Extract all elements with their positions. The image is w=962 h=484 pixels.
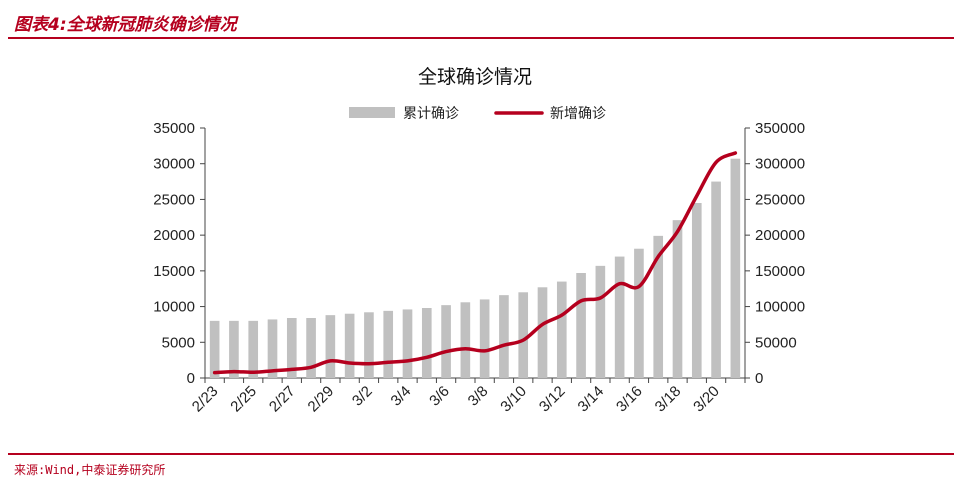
report-header: 图表4:全球新冠肺炎确诊情况	[0, 0, 962, 42]
x-tick-label: 3/20	[690, 383, 723, 416]
right-tick-label: 100000	[755, 299, 805, 316]
bar-cumulative	[672, 220, 683, 378]
bar-cumulative	[691, 203, 702, 378]
chart-title: 全球确诊情况	[418, 66, 532, 88]
x-tick-label: 2/27	[266, 383, 299, 416]
x-tick-label: 3/4	[388, 383, 415, 410]
left-tick-label: 20000	[153, 227, 195, 244]
bar-cumulative	[441, 305, 451, 378]
right-tick-label: 350000	[755, 120, 805, 137]
left-tick-label: 35000	[153, 120, 195, 137]
bar-cumulative	[614, 256, 625, 378]
bar-cumulative	[248, 320, 259, 378]
legend-label-bar: 累计确诊	[403, 106, 459, 122]
x-tick-label: 2/23	[189, 383, 222, 416]
bar-cumulative	[421, 308, 432, 378]
legend-label-line: 新增确诊	[550, 106, 606, 122]
bar-cumulative	[479, 299, 490, 378]
bar-cumulative	[576, 273, 586, 378]
x-tick-label: 2/29	[305, 383, 338, 416]
right-tick-label: 300000	[755, 156, 805, 173]
right-tick-label: 250000	[755, 191, 805, 208]
left-tick-label: 15000	[153, 263, 195, 280]
bar-cumulative	[402, 309, 413, 378]
right-tick-label: 150000	[755, 263, 805, 280]
x-tick-label: 3/10	[497, 383, 530, 416]
x-tick-label: 2/25	[227, 383, 260, 416]
x-tick-label: 3/8	[465, 383, 492, 410]
bar-cumulative	[518, 292, 529, 378]
bar-cumulative	[634, 248, 644, 378]
x-tick-label: 3/16	[613, 383, 646, 416]
bar-cumulative	[229, 320, 239, 378]
x-tick-label: 3/18	[652, 383, 685, 416]
figure-title: 图表4:全球新冠肺炎确诊情况	[14, 15, 237, 35]
bar-cumulative	[711, 181, 721, 378]
bar-cumulative	[364, 312, 374, 378]
bar-cumulative	[595, 265, 606, 378]
source-note: 来源:Wind,中泰证券研究所	[14, 463, 166, 477]
bar-cumulative	[267, 319, 278, 378]
bar-cumulative	[306, 318, 316, 378]
x-tick-label: 3/2	[349, 383, 376, 410]
legend-swatch-bar	[349, 107, 395, 118]
bar-cumulative	[383, 310, 394, 378]
right-tick-label: 50000	[755, 334, 797, 351]
left-tick-label: 10000	[153, 299, 195, 316]
bar-cumulative	[499, 295, 509, 378]
right-tick-label: 0	[755, 370, 763, 387]
bar-cumulative	[653, 235, 664, 378]
header-rule	[8, 37, 954, 39]
bar-cumulative	[344, 313, 355, 378]
bar-cumulative	[325, 315, 336, 378]
right-tick-label: 200000	[755, 227, 805, 244]
x-tick-label: 3/12	[536, 383, 569, 416]
x-tick-label: 3/6	[426, 383, 453, 410]
bar-cumulative	[460, 302, 471, 378]
left-tick-label: 5000	[162, 334, 195, 351]
left-tick-label: 0	[187, 370, 195, 387]
bar-cumulative	[730, 158, 741, 378]
bar-cumulative	[209, 320, 220, 378]
bar-cumulative	[537, 287, 548, 378]
x-tick-label: 3/14	[575, 383, 608, 416]
footer-rule	[8, 453, 954, 455]
bar-cumulative	[286, 318, 297, 378]
left-tick-label: 25000	[153, 191, 195, 208]
left-tick-label: 30000	[153, 156, 195, 173]
bar-cumulative	[556, 281, 567, 378]
line-new-cases	[212, 151, 738, 375]
